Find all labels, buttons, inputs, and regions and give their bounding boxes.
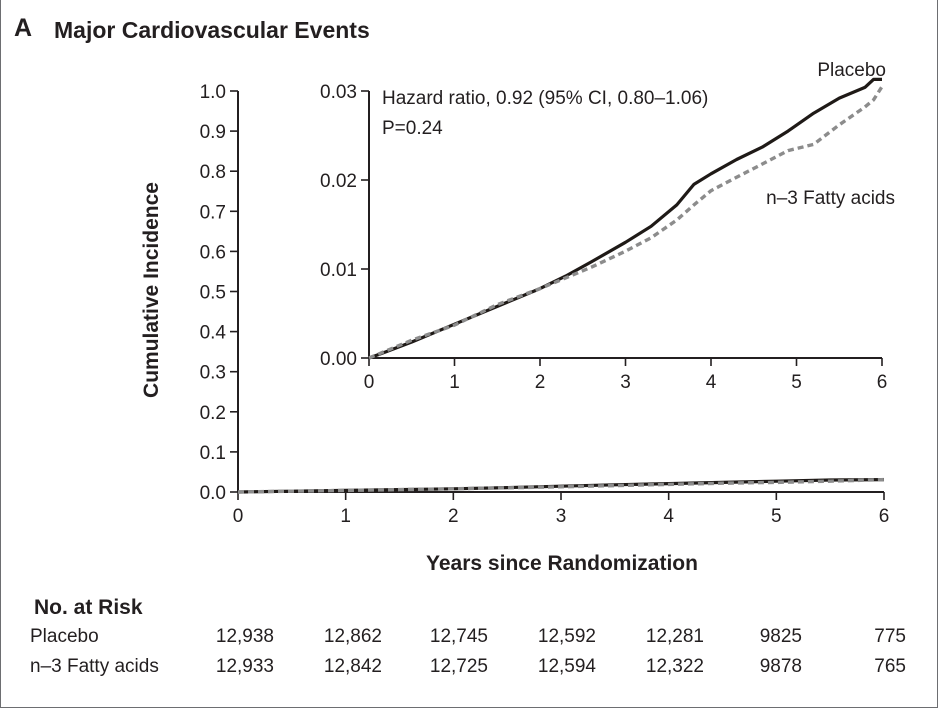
inset-x-tick-label: 2 xyxy=(535,372,546,393)
main-y-tick-label: 0.2 xyxy=(200,403,226,424)
main-x-tick-label: 4 xyxy=(663,506,674,527)
inset-x-tick-label: 0 xyxy=(364,372,375,393)
panel-title: Major Cardiovascular Events xyxy=(54,17,370,43)
risk-cell: 12,745 xyxy=(429,626,488,647)
main-x-tick-label: 6 xyxy=(879,506,890,527)
main-y-tick-label: 0.7 xyxy=(200,202,226,223)
inset-series-placebo xyxy=(368,77,882,360)
risk-table-title: No. at Risk xyxy=(34,596,143,619)
main-x-tick-label: 1 xyxy=(340,506,351,527)
risk-row-label: Placebo xyxy=(30,626,99,647)
risk-cell: 9825 xyxy=(759,626,802,647)
inset-y-tick-label: 0.01 xyxy=(320,260,357,281)
inset-x-tick-label: 3 xyxy=(620,372,631,393)
main-axes: 0 1 2 3 4 5 6 0.0 0.1 0.2 0.3 0.4 0.5 0.6 0.7 0.8 0.9 1.0 xyxy=(200,82,890,527)
inset-y-tick-label: 0.00 xyxy=(320,349,357,370)
inset-x-tick-label: 6 xyxy=(877,372,888,393)
main-series-n3-fatty-acids xyxy=(237,477,885,494)
risk-cell: 12,862 xyxy=(323,626,382,647)
x-axis-title: Years since Randomization xyxy=(426,552,698,575)
main-y-tick-label: 0.6 xyxy=(200,242,226,263)
main-y-tick-label: 0.8 xyxy=(200,162,226,183)
p-value-text: P=0.24 xyxy=(382,118,443,139)
main-y-tick-label: 0.0 xyxy=(200,483,226,504)
main-y-tick-label: 1.0 xyxy=(200,82,226,103)
main-x-tick-label: 2 xyxy=(448,506,459,527)
inset-y-tick-label: 0.02 xyxy=(320,171,357,192)
risk-cell: 9878 xyxy=(759,656,802,677)
risk-cell: 765 xyxy=(874,656,906,677)
placebo-series-label: Placebo xyxy=(817,60,886,81)
risk-cell: 12,592 xyxy=(537,626,596,647)
risk-cell: 12,933 xyxy=(215,656,274,677)
inset-series xyxy=(368,77,884,360)
risk-cell: 12,281 xyxy=(645,626,704,647)
inset-x-tick-label: 4 xyxy=(706,372,717,393)
y-axis-title: Cumulative Incidence xyxy=(140,182,163,398)
inset-background xyxy=(369,85,890,358)
risk-cell: 12,322 xyxy=(645,656,704,677)
main-y-tick-label: 0.3 xyxy=(200,363,226,384)
main-x-tick-label: 0 xyxy=(233,506,244,527)
hazard-ratio-text: Hazard ratio, 0.92 (95% CI, 0.80–1.06) xyxy=(382,88,708,109)
inset-x-tick-label: 1 xyxy=(449,372,460,393)
main-y-tick-label: 0.9 xyxy=(200,122,226,143)
panel-letter: A xyxy=(14,14,33,42)
risk-cell: 12,938 xyxy=(215,626,274,647)
n3-fatty-acids-series-label: n–3 Fatty acids xyxy=(766,188,895,209)
risk-cell: 12,725 xyxy=(429,656,488,677)
risk-row-label: n–3 Fatty acids xyxy=(30,656,159,677)
risk-cell: 775 xyxy=(874,626,906,647)
main-x-tick-label: 3 xyxy=(556,506,567,527)
risk-cell: 12,842 xyxy=(323,656,382,677)
main-y-tick-label: 0.1 xyxy=(200,443,226,464)
inset-y-tick-label: 0.03 xyxy=(320,82,357,103)
risk-cell: 12,594 xyxy=(537,656,596,677)
main-y-tick-label: 0.4 xyxy=(200,323,227,344)
main-series xyxy=(237,477,885,494)
inset-x-tick-label: 5 xyxy=(791,372,802,393)
inset-annotations: Hazard ratio, 0.92 (95% CI, 0.80–1.06) P=… xyxy=(382,60,895,209)
main-y-tick-label: 0.5 xyxy=(200,283,226,304)
inset-axes: 0 1 2 3 4 5 6 0.00 0.01 0.02 0.03 xyxy=(320,82,890,393)
main-x-tick-label: 5 xyxy=(771,506,782,527)
